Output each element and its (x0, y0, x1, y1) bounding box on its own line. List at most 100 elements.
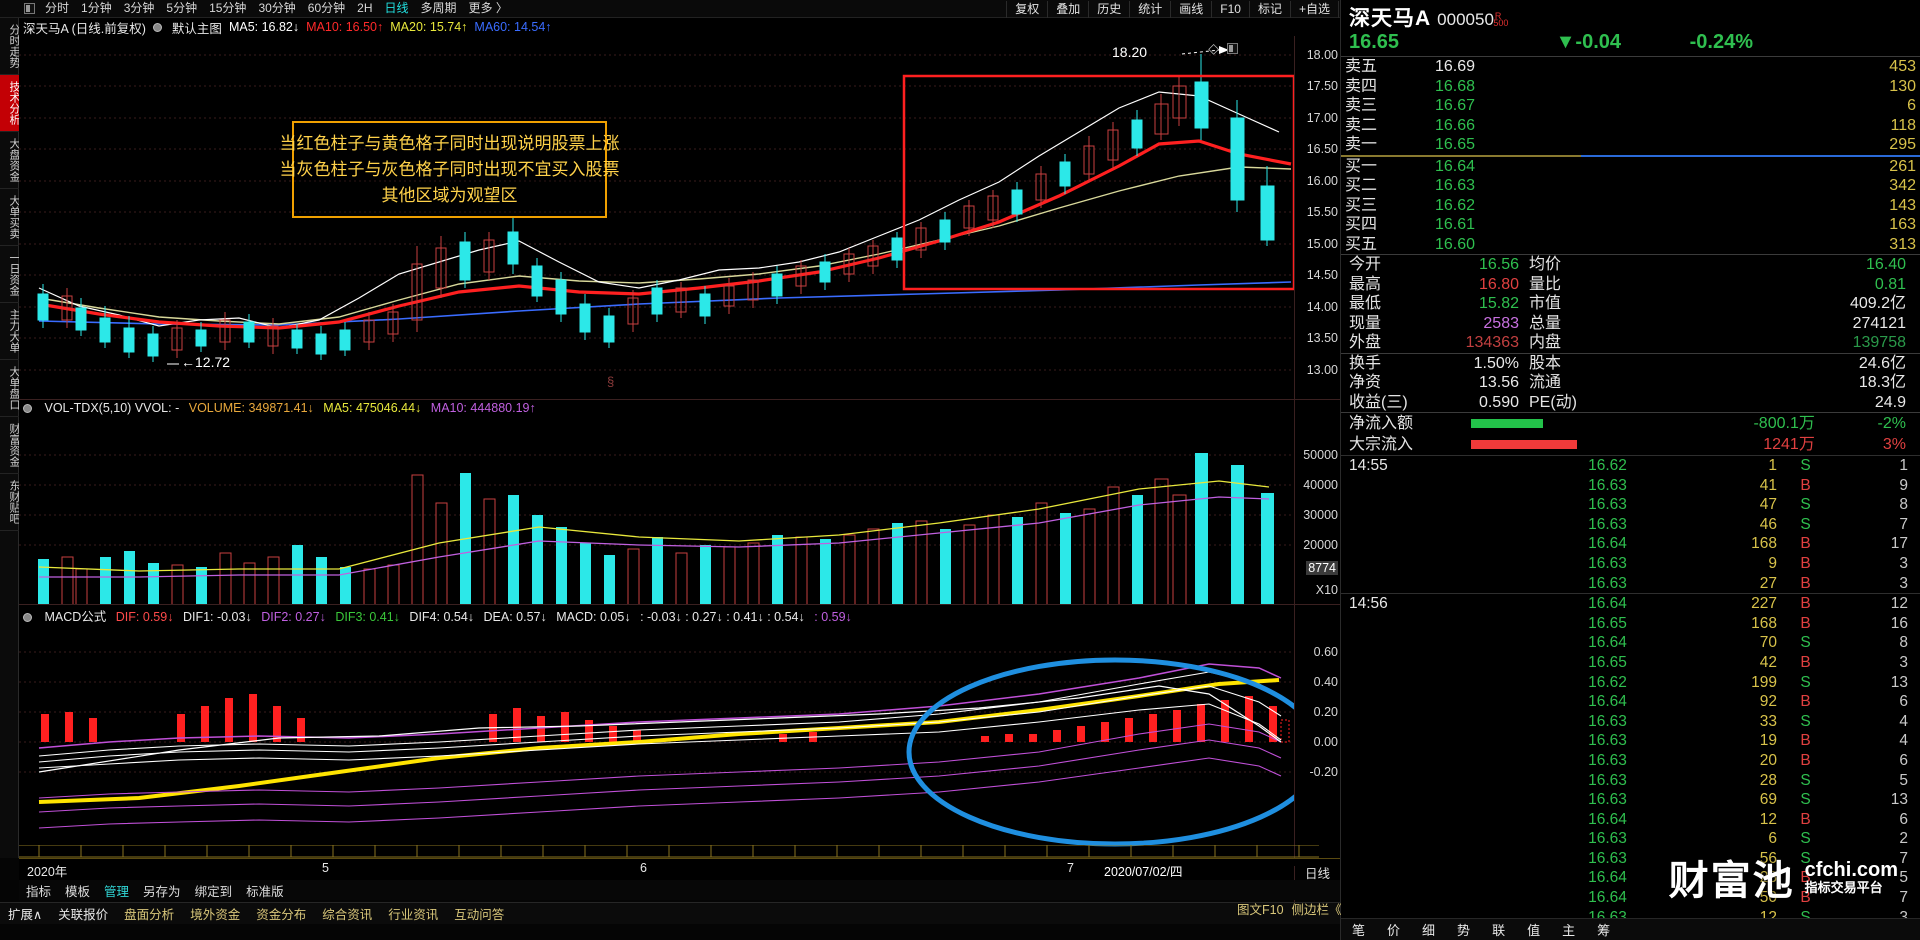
bottom-zijinfenbu[interactable]: 资金分布 (256, 908, 307, 922)
period-tab-1[interactable]: 1分钟 (81, 1, 112, 15)
tab-chou[interactable]: 筹 (1597, 923, 1611, 938)
tick-volume: 28 (1759, 771, 1778, 789)
period-tab-daily[interactable]: 日线 (384, 1, 409, 15)
stat-label-1: 最高 (1349, 275, 1382, 293)
tab-zhi[interactable]: 值 (1527, 923, 1541, 938)
tab-lian[interactable]: 联 (1492, 923, 1506, 938)
vol-volume: VOLUME: 349871.41↓ (188, 401, 314, 415)
menu-zhibiao[interactable]: 指标 (26, 884, 52, 899)
period-tab-4[interactable]: 15分钟 (209, 1, 247, 15)
price-tick-8: 14.00 (1306, 300, 1338, 314)
menu-lishi[interactable]: 历史 (1088, 0, 1129, 18)
table-row: 14:55 16.62 1 S 1 (1341, 454, 1920, 476)
diamond-icon[interactable]: ◇ (1208, 40, 1219, 56)
period-tab-0[interactable]: 分时 (45, 1, 70, 15)
menu-fuquan[interactable]: 复权 (1006, 0, 1047, 18)
menu-bangdingdao[interactable]: 绑定到 (194, 884, 233, 899)
sidebar-item-dadanpankou[interactable]: 大单盘口 (0, 360, 20, 417)
sidebar-item-caifuzijin[interactable]: 财富资金 (0, 417, 20, 474)
period-tab-3[interactable]: 5分钟 (166, 1, 198, 15)
macd-indicator-icon[interactable] (23, 610, 35, 624)
period-tab-multi[interactable]: 多周期 (420, 1, 457, 15)
r-flag-icon: R (1494, 11, 1502, 21)
tab-xi[interactable]: 细 (1422, 923, 1436, 938)
vol-indicator-icon[interactable] (23, 401, 35, 415)
panel-split-icon[interactable] (1227, 43, 1238, 54)
stat-value-1: 16.80 (1478, 275, 1519, 293)
period-tab-5[interactable]: 30分钟 (258, 1, 296, 15)
tick-side: B (1800, 869, 1811, 887)
sidebar-item-dongcaitieba[interactable]: 东财贴吧 (0, 474, 20, 531)
level-qty: 6 (1907, 97, 1916, 114)
right-bottom-bar: 笔 价 细 势 联 值 主 筹 (1341, 918, 1920, 940)
tick-volume: 27 (1759, 574, 1778, 592)
bottom-panmianfenxi[interactable]: 盘面分析 (124, 908, 175, 922)
bottom-hangyezixun[interactable]: 行业资讯 (388, 908, 439, 922)
sidebar-item-yirizijin[interactable]: 一日资金 (0, 246, 20, 303)
menu-diejia[interactable]: 叠加 (1047, 0, 1088, 18)
kline-plot[interactable]: 18.20 ←12.72 ◇ 当红色柱子与黄色格子同时出现说明股票上涨 当灰色柱… (19, 36, 1294, 399)
menu-add-favorite[interactable]: +自选 (1289, 0, 1338, 18)
bottom-hudongwenda[interactable]: 互动问答 (454, 908, 505, 922)
menu-tongji[interactable]: 统计 (1129, 0, 1170, 18)
tab-zhu[interactable]: 主 (1562, 923, 1576, 938)
tick-volume: 70 (1759, 634, 1778, 652)
stat-label-2: 量比 (1529, 275, 1562, 293)
menu-biaoji[interactable]: 标记 (1248, 0, 1290, 18)
sidebar-item-fenshi[interactable]: 分时走势 (0, 18, 20, 75)
bottom-kuozhan[interactable]: 扩展∧ (8, 908, 43, 922)
menu-muban[interactable]: 模板 (65, 884, 91, 899)
menu-biaozhunban[interactable]: 标准版 (246, 884, 284, 899)
volume-header: VOL-TDX(5,10) VVOL: - VOLUME: 349871.41↓… (23, 401, 542, 415)
sidebar-collapse-button[interactable]: 侧边栏《 (1291, 902, 1342, 917)
sidebar-item-dadanmaimai[interactable]: 大单买卖 (0, 189, 20, 246)
volume-panel[interactable]: VOL-TDX(5,10) VVOL: - VOLUME: 349871.41↓… (19, 399, 1340, 605)
tick-volume: 42 (1759, 653, 1778, 671)
period-tab-more[interactable]: 更多 〉 (468, 1, 508, 15)
sidebar-item-zhulidadan[interactable]: 主力大单 (0, 303, 20, 360)
tick-count: 3 (1899, 574, 1908, 592)
period-tab-6[interactable]: 60分钟 (307, 1, 346, 15)
macd-tick-3: 0.00 (1313, 735, 1338, 749)
menu-huaxian[interactable]: 画线 (1170, 0, 1211, 18)
tick-count: 8 (1899, 496, 1908, 514)
f10-text-button[interactable]: 图文F10 (1237, 902, 1284, 917)
menu-lingcunwei[interactable]: 另存为 (143, 884, 181, 899)
menu-guanli[interactable]: 管理 (104, 884, 130, 899)
date-label-0: 2020年 (27, 865, 68, 879)
main-indicator-label[interactable]: 默认主图 (171, 21, 222, 36)
macd-plot[interactable] (19, 622, 1294, 877)
level-price: 16.61 (1435, 216, 1476, 233)
price-tick-9: 13.50 (1306, 331, 1338, 345)
tick-time (1341, 515, 1455, 535)
sidebar-item-jishufenxi[interactable]: 技术分析 (0, 75, 20, 132)
tick-count: 7 (1899, 889, 1908, 907)
tick-volume: 168 (1751, 614, 1778, 632)
tick-count: 6 (1899, 693, 1908, 711)
menu-f10[interactable]: F10 (1211, 0, 1249, 18)
tick-list[interactable]: 14:55 16.62 1 S 1 16.63 41 B 9 16.63 47 S 8 16.63 4… (1341, 454, 1920, 940)
macd-panel[interactable]: MACD公式 DIF: 0.59↓ DIF1: -0.03↓ DIF2: 0.2… (19, 604, 1340, 876)
price-tick-4: 16.00 (1306, 174, 1338, 188)
bottom-guanlianbaojia[interactable]: 关联报价 (58, 908, 109, 922)
kline-header: 深天马A (日线.前复权) 默认主图 MA5: 16.82↓ MA10: 16.… (19, 18, 559, 36)
tick-side: S (1800, 515, 1811, 533)
bottom-zonghezixun[interactable]: 综合资讯 (322, 908, 373, 922)
macd-dif3: DIF3: 0.41↓ (335, 610, 400, 624)
stat-label-2: 流通 (1529, 374, 1562, 391)
volume-plot[interactable] (19, 417, 1294, 605)
table-row: 16.63 28 S 5 (1341, 771, 1920, 791)
period-tab-2[interactable]: 3分钟 (123, 1, 155, 15)
tab-jia[interactable]: 价 (1387, 923, 1401, 938)
tab-shi[interactable]: 势 (1457, 923, 1471, 938)
stock-title: 深天马A 000050 R 500 (1341, 0, 1920, 30)
kline-panel[interactable]: 18.20 ←12.72 ◇ 当红色柱子与黄色格子同时出现说明股票上涨 当灰色柱… (19, 36, 1340, 399)
stat-label-1: 今开 (1349, 256, 1382, 273)
tab-bi[interactable]: 笔 (1352, 923, 1366, 938)
layout-toggle-icon[interactable] (24, 3, 35, 14)
bottom-jingwaizijin[interactable]: 境外资金 (190, 908, 241, 922)
stat-value-2: 0.81 (1874, 275, 1906, 293)
period-tab-7[interactable]: 2H (357, 1, 373, 15)
sidebar-item-dapanzijin[interactable]: 大盘资金 (0, 132, 20, 189)
main-indicator-icon[interactable] (152, 20, 165, 34)
